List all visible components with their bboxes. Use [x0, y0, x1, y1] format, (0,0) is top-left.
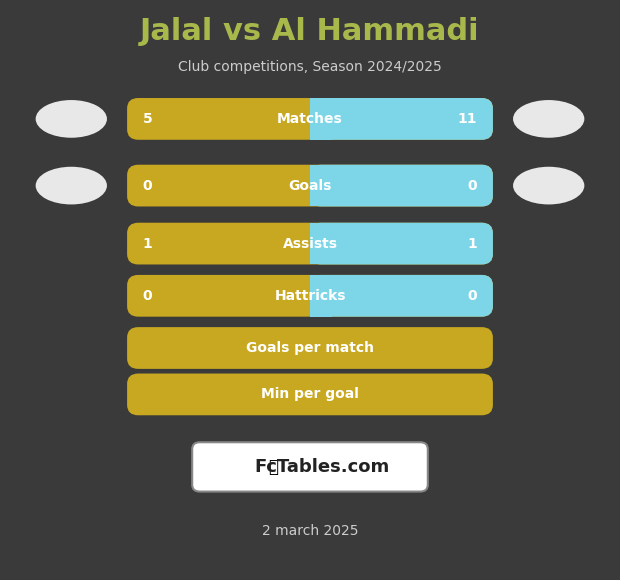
Text: Matches: Matches — [277, 112, 343, 126]
FancyBboxPatch shape — [310, 275, 493, 317]
Text: 0: 0 — [143, 179, 153, 193]
Text: 1: 1 — [467, 237, 477, 251]
FancyBboxPatch shape — [310, 98, 332, 140]
FancyBboxPatch shape — [127, 98, 493, 140]
Text: Goals per match: Goals per match — [246, 341, 374, 355]
Text: Goals: Goals — [288, 179, 332, 193]
Text: Club competitions, Season 2024/2025: Club competitions, Season 2024/2025 — [178, 60, 442, 74]
Ellipse shape — [513, 166, 584, 205]
FancyBboxPatch shape — [310, 165, 493, 206]
FancyBboxPatch shape — [310, 223, 493, 264]
Text: 2 march 2025: 2 march 2025 — [262, 524, 358, 538]
Ellipse shape — [513, 100, 584, 138]
FancyBboxPatch shape — [192, 442, 428, 492]
Text: Hattricks: Hattricks — [274, 289, 346, 303]
Text: 📊: 📊 — [268, 458, 278, 476]
FancyBboxPatch shape — [310, 275, 332, 317]
FancyBboxPatch shape — [310, 165, 332, 206]
Text: Assists: Assists — [283, 237, 337, 251]
Ellipse shape — [35, 166, 107, 205]
Text: 0: 0 — [467, 289, 477, 303]
Text: 5: 5 — [143, 112, 153, 126]
Text: FcTables.com: FcTables.com — [255, 458, 390, 476]
Text: Min per goal: Min per goal — [261, 387, 359, 401]
Text: 11: 11 — [458, 112, 477, 126]
Text: 0: 0 — [467, 179, 477, 193]
FancyBboxPatch shape — [310, 98, 493, 140]
FancyBboxPatch shape — [127, 275, 493, 317]
Text: Jalal vs Al Hammadi: Jalal vs Al Hammadi — [140, 17, 480, 46]
FancyBboxPatch shape — [127, 165, 493, 206]
FancyBboxPatch shape — [127, 223, 493, 264]
Text: 1: 1 — [143, 237, 153, 251]
FancyBboxPatch shape — [127, 327, 493, 369]
Ellipse shape — [35, 100, 107, 138]
Text: 0: 0 — [143, 289, 153, 303]
FancyBboxPatch shape — [127, 374, 493, 415]
FancyBboxPatch shape — [310, 223, 332, 264]
